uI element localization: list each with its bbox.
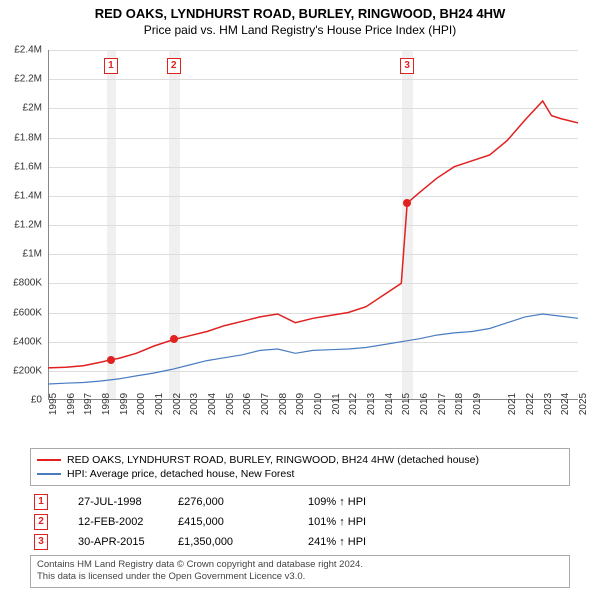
event-pct: 241% ↑ HPI [308, 536, 408, 548]
event-price: £276,000 [178, 496, 308, 508]
chart-title: RED OAKS, LYNDHURST ROAD, BURLEY, RINGWO… [0, 0, 600, 21]
legend-swatch [37, 473, 61, 475]
chart-area: £0£200K£400K£600K£800K£1M£1.2M£1.4M£1.6M… [48, 50, 578, 400]
y-axis-label: £1M [23, 249, 42, 260]
y-axis-label: £2M [23, 103, 42, 114]
y-axis-label: £0 [31, 395, 42, 406]
event-date: 30-APR-2015 [48, 536, 178, 548]
legend-item: HPI: Average price, detached house, New … [37, 467, 563, 481]
y-axis-label: £1.4M [14, 190, 42, 201]
x-axis-label: 2025 [578, 393, 589, 415]
y-axis-label: £200K [13, 365, 42, 376]
chart-container: RED OAKS, LYNDHURST ROAD, BURLEY, RINGWO… [0, 0, 600, 590]
legend-item: RED OAKS, LYNDHURST ROAD, BURLEY, RINGWO… [37, 453, 563, 467]
event-badge: 2 [34, 514, 48, 530]
event-price: £415,000 [178, 516, 308, 528]
event-pct: 109% ↑ HPI [308, 496, 408, 508]
legend: RED OAKS, LYNDHURST ROAD, BURLEY, RINGWO… [30, 448, 570, 486]
up-arrow-icon: ↑ [339, 516, 345, 528]
y-axis-label: £1.2M [14, 220, 42, 231]
event-row: 127-JUL-1998£276,000109% ↑ HPI [30, 492, 570, 512]
data-point [107, 356, 115, 364]
up-arrow-icon: ↑ [339, 496, 345, 508]
data-point [403, 199, 411, 207]
data-point [170, 335, 178, 343]
event-pct: 101% ↑ HPI [308, 516, 408, 528]
legend-label: RED OAKS, LYNDHURST ROAD, BURLEY, RINGWO… [67, 454, 479, 466]
footnote: Contains HM Land Registry data © Crown c… [30, 555, 570, 588]
up-arrow-icon: ↑ [339, 536, 345, 548]
y-axis-label: £400K [13, 336, 42, 347]
legend-swatch [37, 459, 61, 461]
marker-badge: 1 [104, 58, 118, 74]
chart-lines [48, 50, 578, 400]
legend-label: HPI: Average price, detached house, New … [67, 468, 294, 480]
series-hpi [48, 314, 578, 384]
event-table: 127-JUL-1998£276,000109% ↑ HPI212-FEB-20… [30, 492, 570, 552]
event-price: £1,350,000 [178, 536, 308, 548]
marker-badge: 3 [400, 58, 414, 74]
series-property [48, 101, 578, 368]
footnote-line: Contains HM Land Registry data © Crown c… [37, 559, 563, 571]
y-axis-label: £600K [13, 307, 42, 318]
footnote-line: This data is licensed under the Open Gov… [37, 571, 563, 583]
event-date: 27-JUL-1998 [48, 496, 178, 508]
chart-subtitle: Price paid vs. HM Land Registry's House … [0, 21, 600, 37]
y-axis-label: £2.2M [14, 74, 42, 85]
event-badge: 3 [34, 534, 48, 550]
y-axis-label: £800K [13, 278, 42, 289]
event-row: 330-APR-2015£1,350,000241% ↑ HPI [30, 532, 570, 552]
event-date: 12-FEB-2002 [48, 516, 178, 528]
y-axis-label: £1.6M [14, 161, 42, 172]
marker-badge: 2 [167, 58, 181, 74]
y-axis-label: £2.4M [14, 45, 42, 56]
y-axis-label: £1.8M [14, 132, 42, 143]
event-badge: 1 [34, 494, 48, 510]
event-row: 212-FEB-2002£415,000101% ↑ HPI [30, 512, 570, 532]
